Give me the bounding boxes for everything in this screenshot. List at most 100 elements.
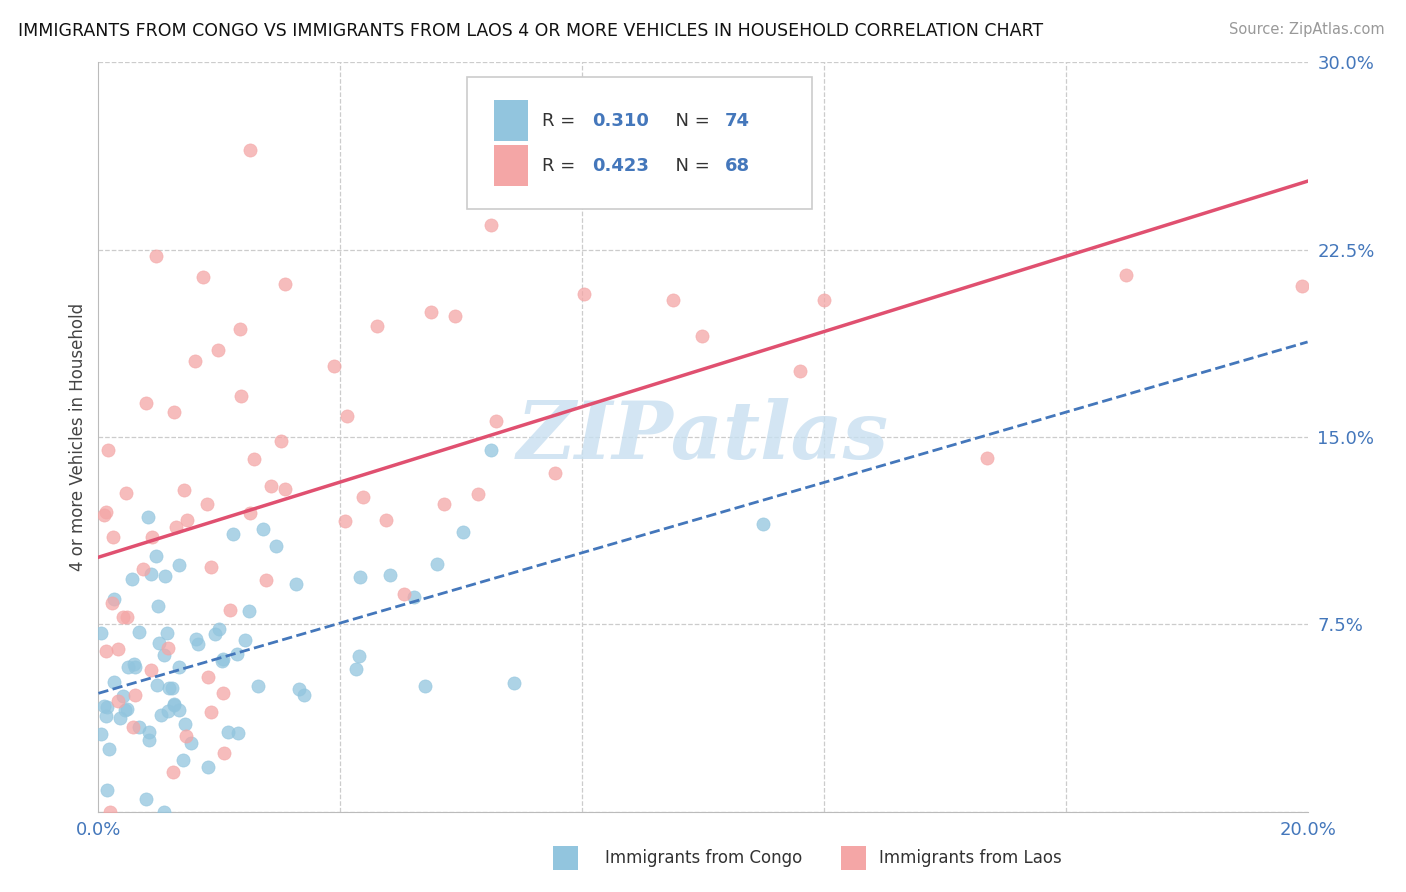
Point [752, 517, 775, 532]
Point [239, 506, 262, 520]
Point [128, 625, 150, 640]
Text: N =: N = [664, 112, 716, 130]
Point [101, 530, 124, 544]
Point [219, 603, 242, 617]
Point [94, 505, 117, 519]
Point [115, 702, 138, 716]
Bar [841, 846, 866, 870]
Text: ZIPatlas: ZIPatlas [517, 399, 889, 475]
Point [197, 760, 219, 774]
Point [344, 662, 367, 676]
Bar [553, 846, 578, 870]
Point [153, 805, 176, 819]
Point [366, 318, 388, 333]
Point [163, 404, 186, 418]
Point [94, 643, 117, 657]
Point [112, 690, 135, 704]
Point [156, 625, 179, 640]
Text: Immigrants from Congo: Immigrants from Congo [605, 849, 801, 867]
Point [1291, 278, 1313, 293]
Point [186, 632, 208, 646]
Point [128, 720, 150, 734]
Point [231, 388, 253, 402]
Point [451, 525, 474, 540]
Point [122, 657, 145, 672]
Point [138, 732, 160, 747]
Point [211, 654, 233, 668]
Point [117, 660, 139, 674]
Point [167, 660, 190, 674]
Point [226, 725, 249, 739]
Bar [494, 145, 527, 186]
Point [107, 642, 129, 657]
Point [163, 697, 186, 711]
Point [146, 599, 169, 613]
Point [101, 596, 124, 610]
Point [200, 705, 222, 719]
Point [246, 679, 269, 693]
Point [254, 573, 277, 587]
Point [94, 709, 117, 723]
Point [145, 249, 167, 263]
Point [404, 590, 426, 604]
Text: Source: ZipAtlas.com: Source: ZipAtlas.com [1229, 22, 1385, 37]
Point [138, 725, 160, 739]
Point [184, 354, 207, 368]
Point [157, 681, 180, 695]
Point [107, 694, 129, 708]
Point [98, 805, 121, 819]
Point [323, 359, 346, 373]
Point [93, 508, 115, 522]
Point [481, 442, 503, 457]
Point [544, 466, 567, 480]
Point [115, 486, 138, 500]
Point [195, 496, 218, 510]
Point [97, 741, 120, 756]
Bar [494, 100, 527, 141]
Y-axis label: 4 or more Vehicles in Household: 4 or more Vehicles in Household [69, 303, 87, 571]
Point [242, 452, 264, 467]
Point [1115, 268, 1137, 282]
Point [212, 685, 235, 699]
Point [481, 218, 503, 232]
Point [225, 647, 247, 661]
Point [292, 688, 315, 702]
Point [174, 717, 197, 731]
Text: IMMIGRANTS FROM CONGO VS IMMIGRANTS FROM LAOS 4 OR MORE VEHICLES IN HOUSEHOLD CO: IMMIGRANTS FROM CONGO VS IMMIGRANTS FROM… [18, 22, 1043, 40]
Text: N =: N = [664, 157, 716, 175]
Point [336, 409, 359, 423]
Point [444, 309, 467, 323]
Point [285, 576, 308, 591]
Point [222, 526, 245, 541]
Point [174, 730, 197, 744]
Point [264, 539, 287, 553]
Point [97, 443, 120, 458]
Point [155, 569, 177, 583]
Point [121, 572, 143, 586]
Point [112, 610, 135, 624]
Point [93, 699, 115, 714]
Point [141, 530, 163, 544]
Point [103, 592, 125, 607]
Text: R =: R = [543, 112, 581, 130]
Point [239, 143, 262, 157]
Text: 68: 68 [724, 157, 749, 175]
Point [96, 782, 118, 797]
Point [661, 293, 683, 307]
Point [789, 364, 811, 378]
Point [813, 293, 835, 307]
Point [136, 510, 159, 524]
Point [139, 567, 162, 582]
Point [160, 681, 183, 696]
Point [260, 479, 283, 493]
Point [150, 707, 173, 722]
Point [135, 792, 157, 806]
Point [976, 451, 998, 466]
Point [502, 676, 524, 690]
Point [145, 678, 167, 692]
Point [229, 322, 252, 336]
Point [124, 660, 146, 674]
Point [467, 487, 489, 501]
Point [176, 513, 198, 527]
Point [349, 648, 371, 663]
